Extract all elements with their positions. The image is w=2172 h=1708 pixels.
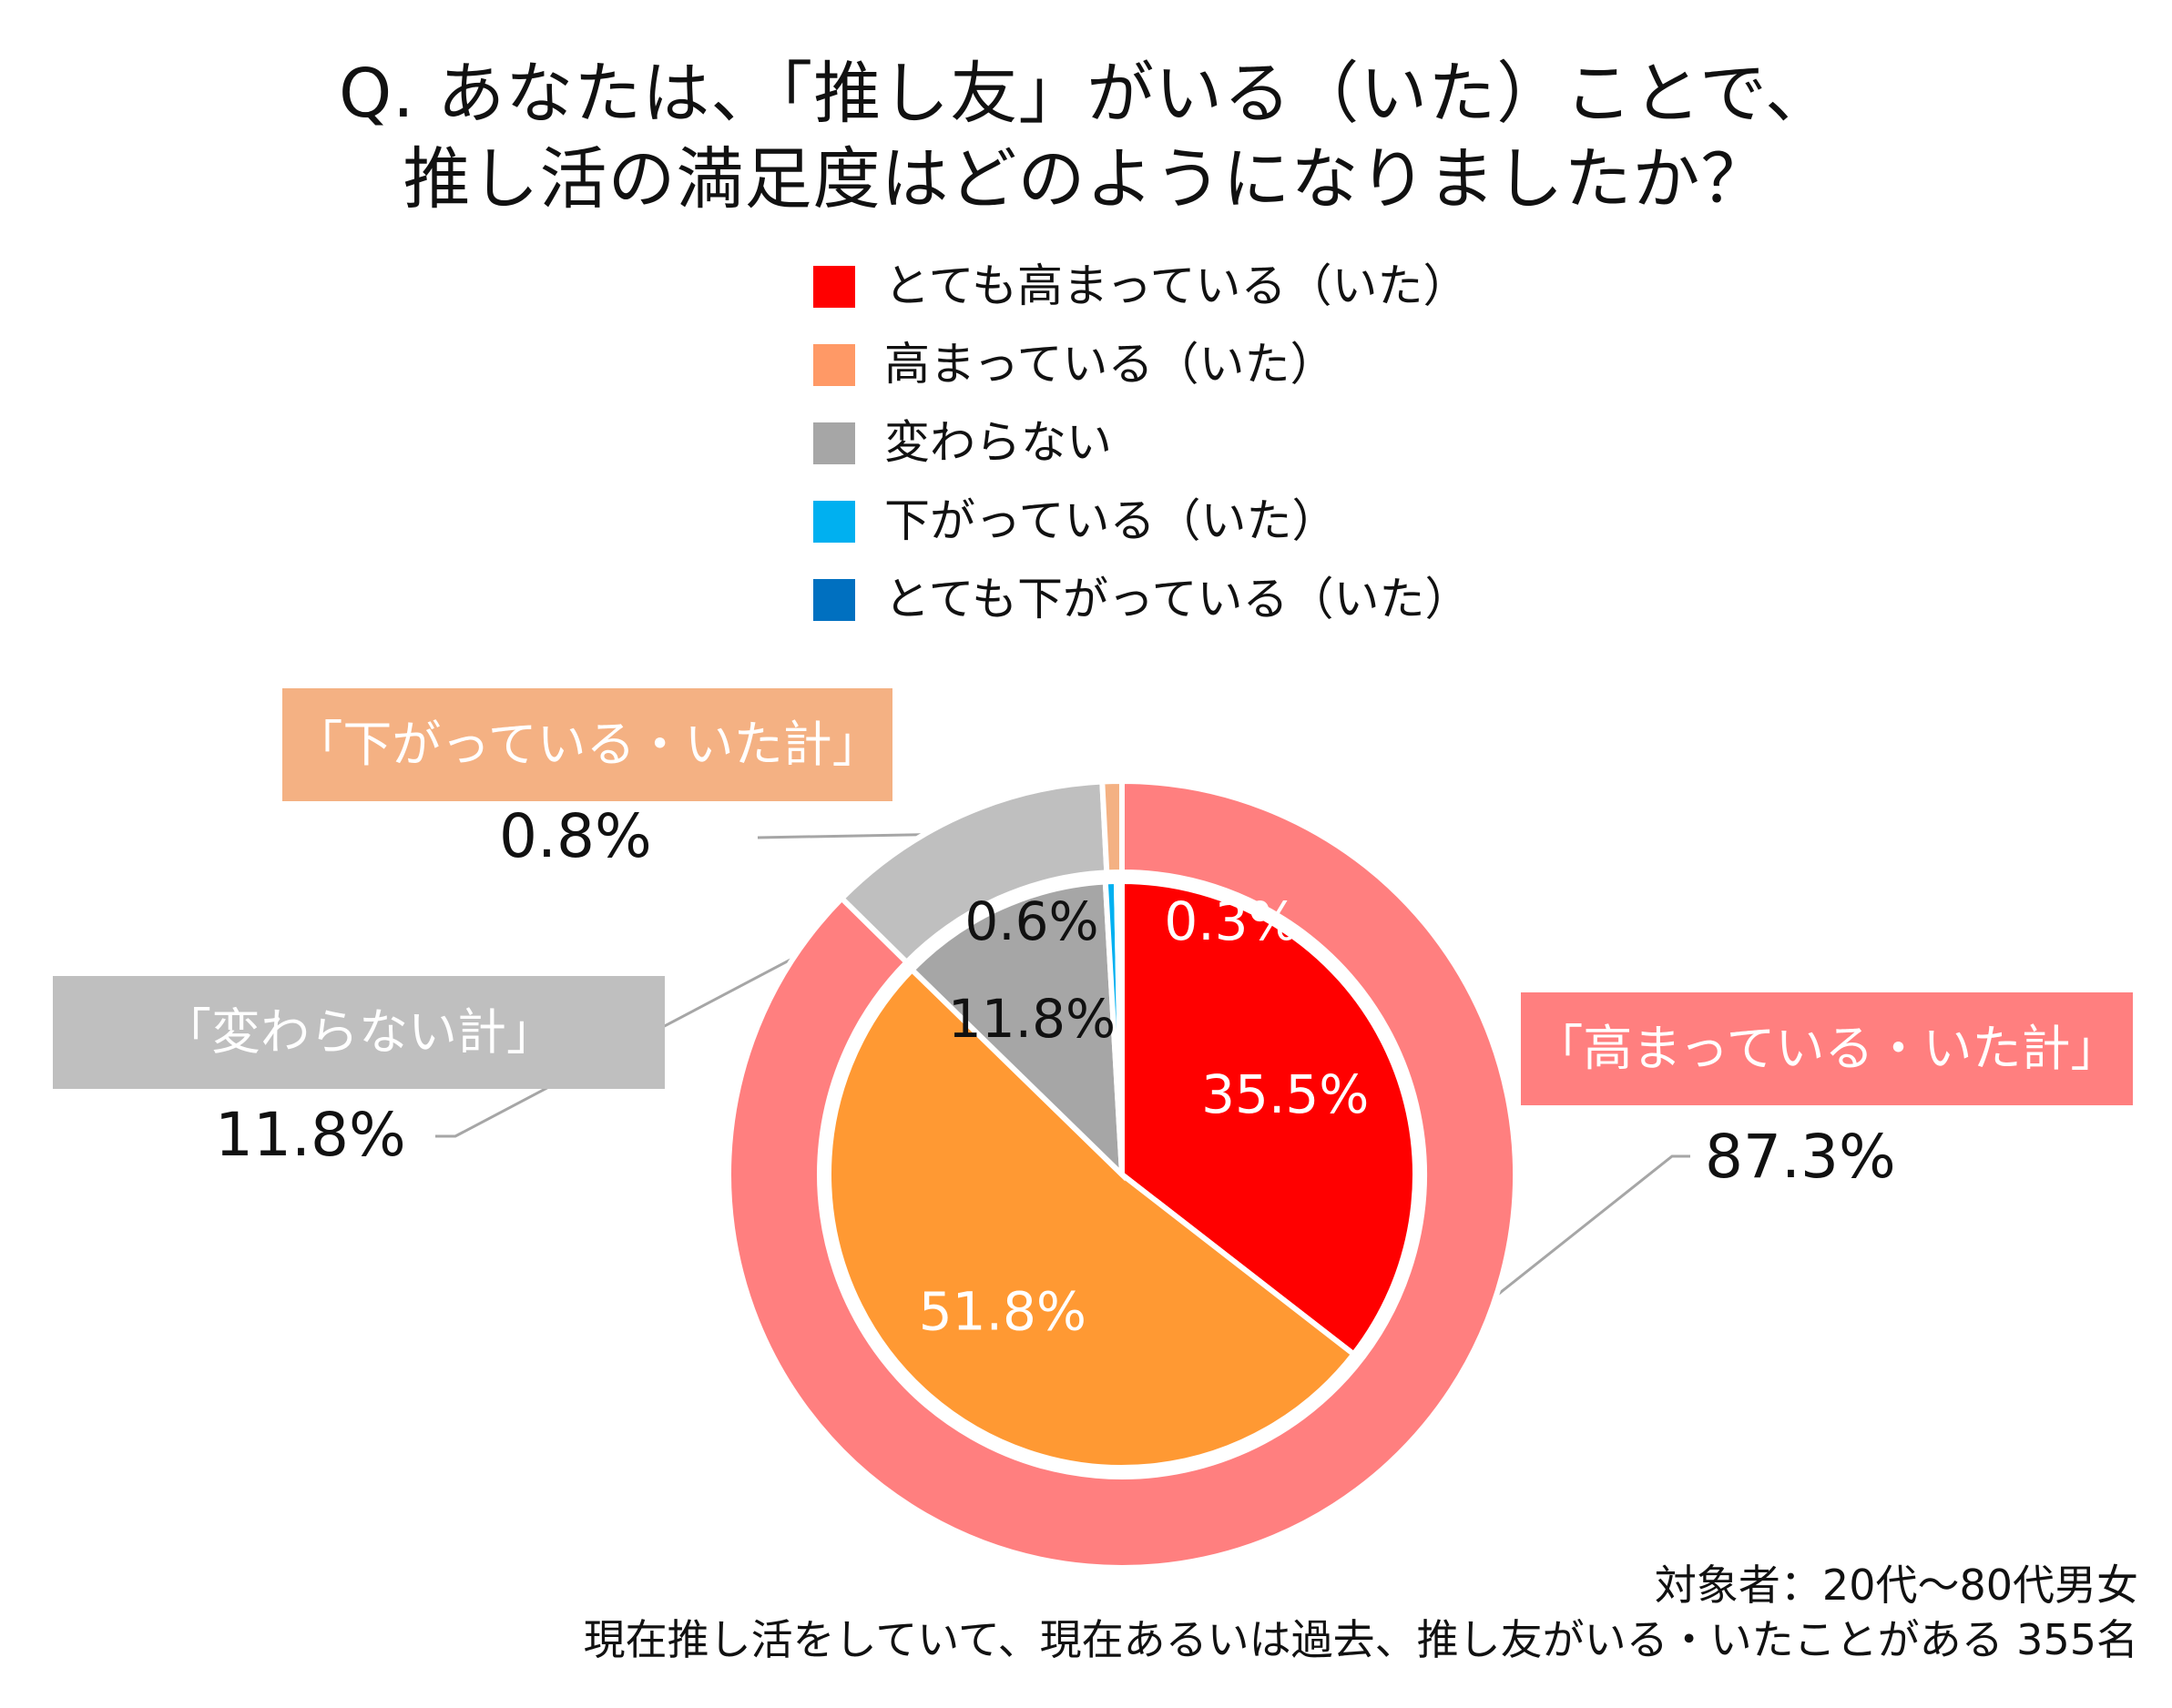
inner-pie [826, 878, 1418, 1470]
callout-unchanged-total-label: 「変わらない計」 [53, 976, 665, 1089]
data-label-very-increased: 35.5% [1201, 1063, 1369, 1125]
data-label-increased: 51.8% [919, 1281, 1086, 1343]
pie-slice-very-increased [1119, 878, 1418, 1358]
data-label-decreased: 0.6% [964, 890, 1098, 952]
chart-title-line-1: Q. あなたは、「推し友」がいる（いた）ことで、 [338, 55, 1834, 133]
legend-label-very-increased: とても高まっている（いた） [884, 259, 1469, 312]
legend-swatch-unchanged [813, 422, 855, 464]
inner-labels: 35.5% 51.8% 11.8% 0.6% 0.3% [919, 890, 1370, 1343]
callout-increased-total-value: 87.3% [1705, 1122, 1896, 1192]
legend-label-increased: 高まっている（いた） [884, 338, 1336, 391]
data-label-unchanged: 11.8% [948, 988, 1116, 1050]
callout-decreased-total-value: 0.8% [499, 801, 652, 871]
chart-title-line-2: 推し活の満足度はどのようになりましたか？ [403, 140, 1769, 219]
legend-label-decreased: 下がっている（いた） [884, 494, 1338, 547]
footnote-respondents: 対象者：20代～80代男女 [1654, 1561, 2138, 1610]
legend-label-unchanged: 変わらない [884, 416, 1112, 469]
callout-unchanged-total-value: 11.8% [215, 1100, 406, 1170]
outer-slice-decreased-total [1099, 778, 1125, 876]
legend-swatch-decreased [813, 501, 855, 543]
pie-slice-very-decreased [1113, 878, 1125, 1175]
pie-slice-increased [826, 965, 1358, 1470]
legend-swatch-very-increased [813, 266, 855, 308]
legend-label-very-decreased: とても下がっている（いた） [884, 573, 1471, 625]
outer-ring [726, 778, 1518, 1571]
footnote-conditions: 現在推し活をしていて、現在あるいは過去、推し友がいる・いたことがある 355名 [583, 1615, 2138, 1664]
legend-swatch-increased [813, 344, 855, 386]
legend-swatch-very-decreased [813, 579, 855, 621]
data-label-very-decreased: 0.3% [1164, 890, 1298, 952]
pie-slice-unchanged [908, 879, 1126, 1182]
outer-slice-increased-total [726, 778, 1518, 1571]
callout-increased-total-label: 「高まっている・いた計」 [1521, 992, 2133, 1105]
callout-decreased-total-label: 「下がっている・いた計」 [282, 688, 892, 801]
